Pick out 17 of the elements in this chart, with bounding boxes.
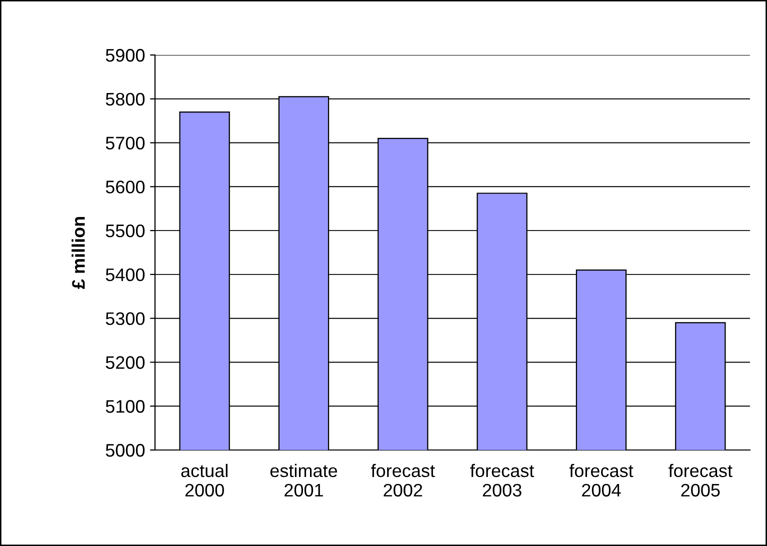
y-axis-title: £ million — [72, 217, 85, 289]
y-tick-label: 5600 — [106, 180, 145, 194]
x-tick-label: forecast 2002 — [371, 464, 435, 497]
y-tick-label: 5100 — [106, 400, 145, 413]
y-tick-label: 5300 — [106, 312, 145, 326]
y-tick-label: 5700 — [106, 136, 145, 150]
y-tick-label: 5000 — [106, 444, 145, 457]
y-tick-label: 5900 — [106, 48, 145, 62]
x-tick-label: actual 2000 — [181, 464, 228, 497]
y-tick-label: 5400 — [106, 268, 145, 282]
y-tick-label: 5200 — [106, 356, 145, 369]
y-tick-label: 5800 — [106, 92, 145, 106]
x-tick-label: estimate 2001 — [270, 464, 338, 497]
x-tick-label: forecast 2005 — [668, 464, 732, 497]
x-tick-label: forecast 2004 — [569, 464, 634, 497]
y-tick-label: 5500 — [106, 224, 145, 238]
x-tick-label: forecast 2003 — [470, 464, 534, 497]
